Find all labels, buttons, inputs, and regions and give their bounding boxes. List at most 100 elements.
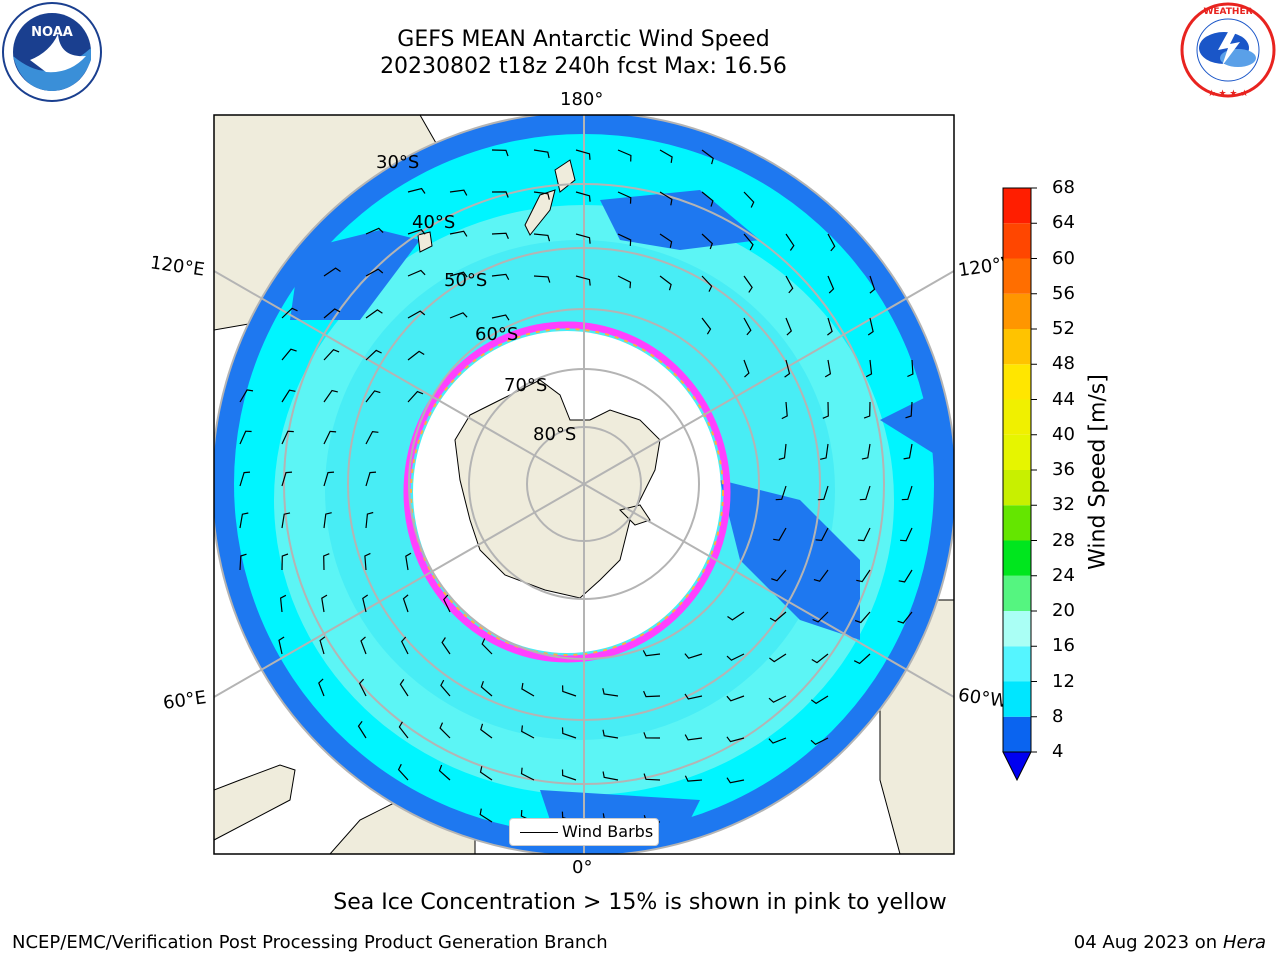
wind-barb: [449, 312, 468, 319]
footer-credit: NCEP/EMC/Verification Post Processing Pr…: [12, 932, 608, 953]
colorbar-title: Wind Speed [m/s]: [1085, 374, 1111, 570]
colorbar-bin: [1003, 434, 1031, 470]
wind-barb: [480, 681, 493, 697]
colorbar-bin: [1003, 646, 1031, 682]
wind-barb: [684, 653, 703, 659]
wind-barb: [281, 553, 289, 571]
colorbar-tick-label: 68: [1052, 177, 1075, 198]
wind-barbs: [239, 149, 914, 823]
wind-barb: [281, 389, 296, 403]
colorbar-tick-label: 48: [1052, 353, 1075, 375]
wind-barb: [659, 233, 673, 248]
wind-barb: [810, 695, 829, 705]
wind-barb: [399, 679, 409, 697]
colorbar-tick-label: 4: [1052, 741, 1064, 762]
wind-barb: [491, 273, 510, 280]
wind-barb: [281, 512, 291, 529]
colorbar-tick-label: 8: [1052, 705, 1064, 727]
wind-barb: [827, 233, 836, 252]
wind-barb: [402, 594, 409, 613]
wind-barb: [443, 594, 451, 613]
wind-barb: [743, 275, 753, 293]
madagascar-landmass: [214, 764, 296, 841]
wind-barb: [323, 348, 340, 361]
wind-barb: [684, 693, 703, 700]
colorbar-tick-label: 28: [1052, 529, 1075, 551]
colorbar-tick-label: 20: [1052, 600, 1075, 621]
wind-barb: [817, 485, 829, 501]
wind-barb: [773, 527, 787, 541]
colorbar-bin: [1003, 681, 1031, 717]
wind-barb: [785, 233, 795, 251]
wind-barb: [323, 389, 338, 403]
wind-barb: [449, 230, 468, 237]
wind-barb: [239, 389, 254, 403]
wind-barb: [281, 430, 294, 445]
wind-barb: [643, 690, 661, 698]
wind-barb: [439, 722, 451, 739]
lon-label-0: 0°: [572, 857, 593, 878]
svg-text:★ ★ ★ ★: ★ ★ ★ ★: [1208, 89, 1249, 99]
wind-barb: [400, 636, 409, 655]
wind-barb: [863, 401, 871, 419]
wind-barb: [743, 233, 754, 251]
wind-barb: [824, 359, 832, 378]
wind-barb: [441, 637, 451, 655]
colorbar-bin: [1003, 505, 1031, 541]
map-title: GEFS MEAN Antarctic Wind Speed: [397, 27, 770, 52]
wind-barb: [365, 511, 374, 529]
colorbar-bin: [1003, 223, 1031, 259]
wind-barb: [897, 611, 913, 624]
wind-barb: [854, 611, 871, 624]
colorbar-bin: [1003, 611, 1031, 647]
wind-barb: [365, 430, 379, 445]
wind-barb: [617, 233, 632, 246]
colorbar-tick-label: 64: [1052, 212, 1075, 234]
wind-barb: [743, 191, 755, 208]
colorbar-tick-label: 40: [1052, 423, 1075, 445]
wind-barb: [575, 233, 591, 244]
wind-barb: [533, 275, 551, 283]
wind-barb: [701, 191, 714, 207]
wind-barb: [357, 720, 367, 739]
lat-label-60s: 60°S: [475, 324, 519, 345]
wind-barb: [857, 527, 871, 542]
wind-barb: [239, 512, 249, 529]
wind-barb: [480, 723, 493, 739]
wind-barb: [781, 401, 788, 420]
wind-barb: [602, 771, 619, 781]
wind-barb: [726, 777, 745, 784]
wind-barb: [449, 189, 468, 196]
wind-barb: [643, 732, 661, 739]
wind-barb: [575, 191, 591, 202]
colorbar-bin: [1003, 470, 1031, 506]
wind-barb: [440, 679, 451, 697]
nws-logo: WEATHER ★ ★ ★ ★: [1180, 2, 1276, 99]
wind-barb: [323, 267, 341, 277]
wind-barb: [407, 390, 424, 403]
wind-barb: [901, 485, 913, 501]
sea-ice-caption: Sea Ice Concentration > 15% is shown in …: [333, 890, 947, 915]
wind-barb: [659, 275, 672, 291]
lat-label-30s: 30°S: [376, 152, 420, 173]
wind-barb: [491, 149, 509, 157]
footer-host: Hera: [1222, 932, 1266, 953]
map-legend: Wind Barbs: [509, 818, 659, 846]
noaa-logo: NOAA: [2, 2, 102, 102]
lat-label-70s: 70°S: [504, 375, 548, 396]
wind-barb: [785, 317, 793, 336]
wind-barb: [771, 569, 787, 582]
map-frame: [213, 114, 955, 855]
wind-barb: [278, 636, 285, 655]
wind-barb: [853, 653, 871, 665]
wind-barb: [575, 275, 591, 286]
wind-barb: [602, 688, 619, 697]
wind-barb: [407, 229, 426, 235]
wind-barb: [479, 808, 493, 823]
lat-label-80s: 80°S: [533, 424, 577, 445]
wind-barb: [323, 430, 337, 445]
wind-barb: [407, 269, 426, 277]
wind-barb-legend-line: [520, 832, 558, 833]
wind-barb: [239, 471, 251, 487]
